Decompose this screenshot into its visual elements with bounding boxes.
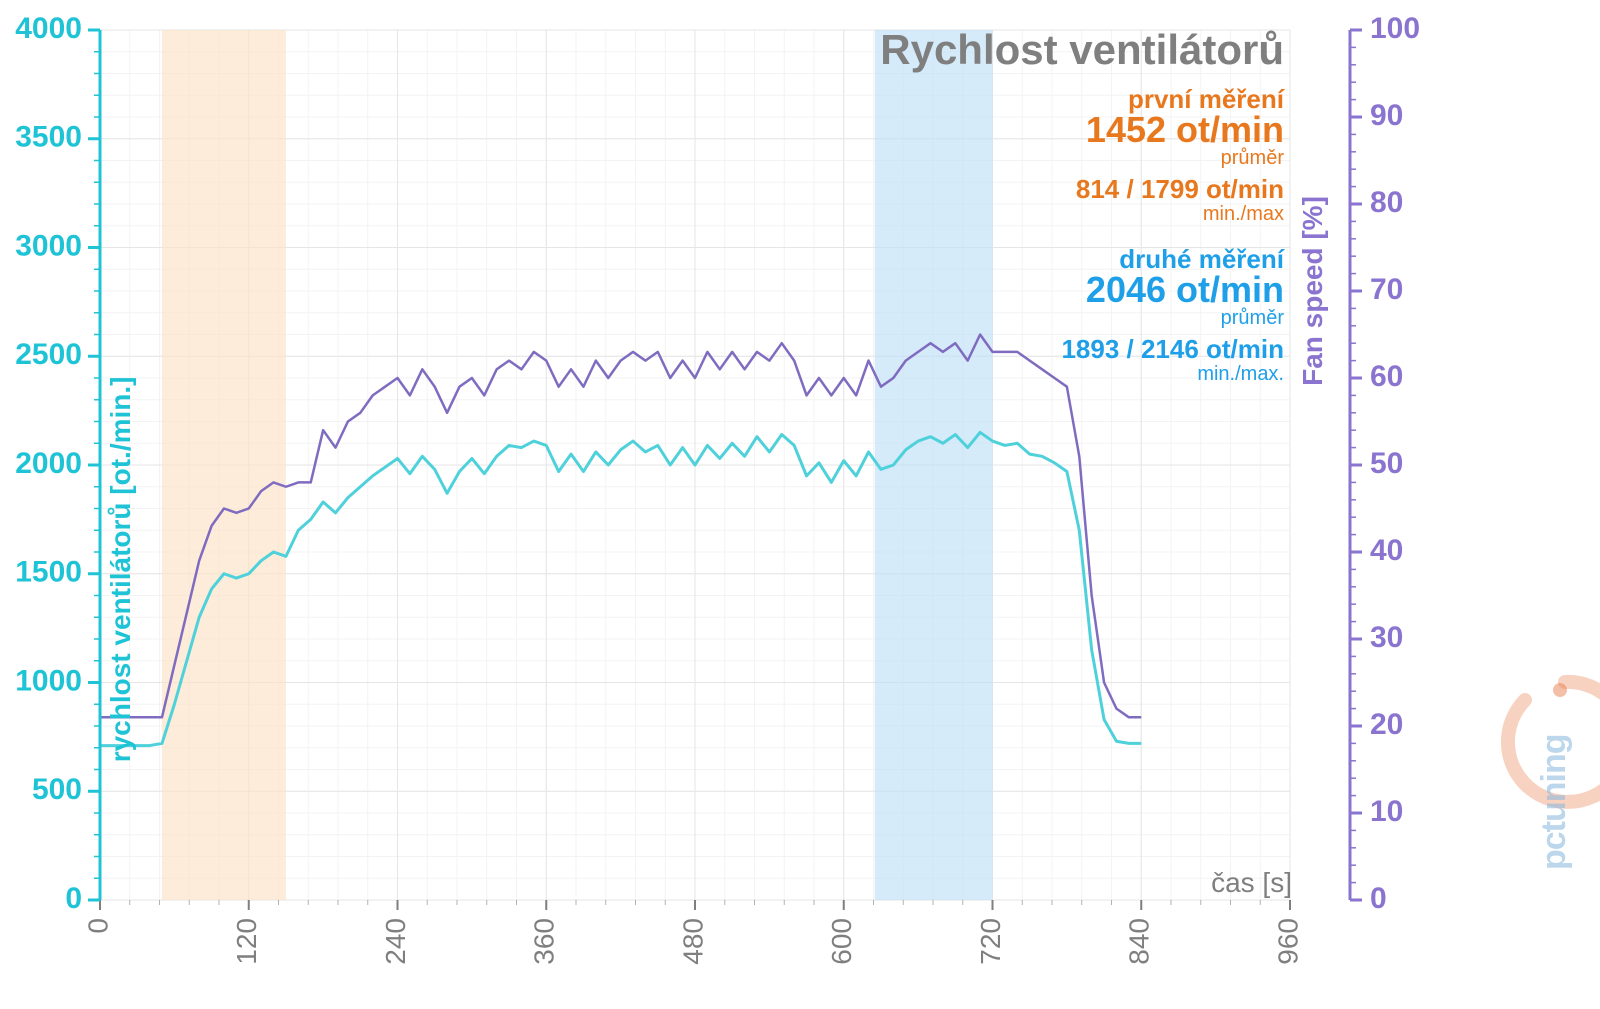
svg-text:50: 50 — [1370, 447, 1403, 480]
annotation-first-range-sub: min./max — [1203, 203, 1284, 225]
annotation-second-value: 2046 ot/min — [1086, 269, 1284, 310]
svg-text:480: 480 — [677, 918, 708, 965]
annotation-first-range: 814 / 1799 ot/min — [1076, 174, 1284, 204]
svg-text:60: 60 — [1370, 360, 1403, 393]
svg-text:10: 10 — [1370, 795, 1403, 828]
svg-text:0: 0 — [1370, 882, 1387, 915]
fan-speed-chart: pctuning0120240360480600720840960čas [s]… — [0, 0, 1600, 1009]
annotation-first-value-sub: průměr — [1221, 147, 1285, 169]
svg-text:840: 840 — [1124, 918, 1155, 965]
svg-text:720: 720 — [975, 918, 1006, 965]
svg-text:90: 90 — [1370, 99, 1403, 132]
svg-text:100: 100 — [1370, 12, 1420, 45]
svg-text:1500: 1500 — [15, 556, 82, 589]
annotation-second-range: 1893 / 2146 ot/min — [1061, 334, 1284, 364]
svg-text:2000: 2000 — [15, 447, 82, 480]
svg-text:360: 360 — [529, 918, 560, 965]
annotation-second-value-sub: průměr — [1221, 307, 1285, 329]
svg-text:70: 70 — [1370, 273, 1403, 306]
svg-text:960: 960 — [1272, 918, 1303, 965]
svg-text:80: 80 — [1370, 186, 1403, 219]
svg-text:0: 0 — [82, 918, 113, 934]
svg-text:pctuning: pctuning — [1535, 734, 1573, 870]
svg-text:1000: 1000 — [15, 664, 82, 697]
svg-text:2500: 2500 — [15, 338, 82, 371]
y-right-label: Fan speed [%] — [1297, 196, 1328, 386]
band-first-measurement — [162, 30, 286, 900]
x-axis-label: čas [s] — [1211, 867, 1292, 898]
svg-text:240: 240 — [380, 918, 411, 965]
annotation-first-value: 1452 ot/min — [1086, 109, 1284, 150]
svg-text:600: 600 — [826, 918, 857, 965]
annotation-second-range-sub: min./max. — [1197, 363, 1284, 385]
svg-text:20: 20 — [1370, 708, 1403, 741]
svg-text:0: 0 — [65, 882, 82, 915]
svg-text:120: 120 — [231, 918, 262, 965]
svg-text:3000: 3000 — [15, 229, 82, 262]
chart-title: Rychlost ventilátorů — [880, 26, 1284, 73]
svg-text:40: 40 — [1370, 534, 1403, 567]
svg-text:500: 500 — [32, 773, 82, 806]
svg-text:3500: 3500 — [15, 121, 82, 154]
y-left-label: rychlost ventilátorů [ot./min.] — [105, 376, 136, 762]
svg-text:30: 30 — [1370, 621, 1403, 654]
svg-text:4000: 4000 — [15, 12, 82, 45]
